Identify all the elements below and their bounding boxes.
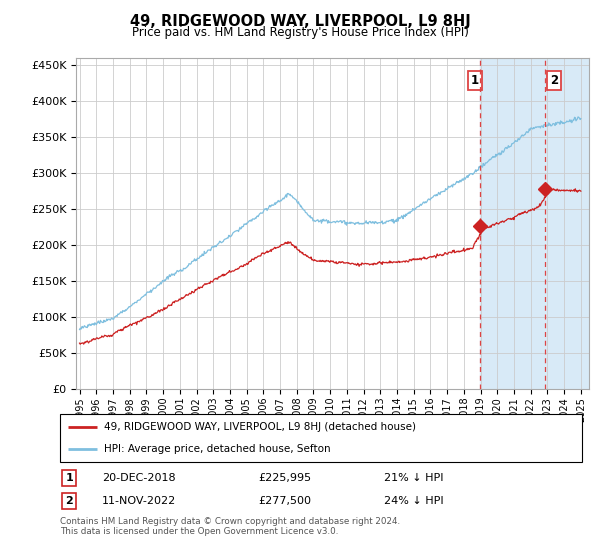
Text: 49, RIDGEWOOD WAY, LIVERPOOL, L9 8HJ (detached house): 49, RIDGEWOOD WAY, LIVERPOOL, L9 8HJ (de…	[104, 422, 416, 432]
Text: 20-DEC-2018: 20-DEC-2018	[102, 473, 175, 483]
Text: £225,995: £225,995	[259, 473, 311, 483]
Text: Price paid vs. HM Land Registry's House Price Index (HPI): Price paid vs. HM Land Registry's House …	[131, 26, 469, 39]
Text: 2: 2	[550, 74, 559, 87]
Text: 49, RIDGEWOOD WAY, LIVERPOOL, L9 8HJ: 49, RIDGEWOOD WAY, LIVERPOOL, L9 8HJ	[130, 14, 470, 29]
Text: 11-NOV-2022: 11-NOV-2022	[102, 496, 176, 506]
Text: 1: 1	[471, 74, 479, 87]
Text: 21% ↓ HPI: 21% ↓ HPI	[383, 473, 443, 483]
Text: Contains HM Land Registry data © Crown copyright and database right 2024.
This d: Contains HM Land Registry data © Crown c…	[60, 517, 400, 536]
Text: 2: 2	[65, 496, 73, 506]
Text: 24% ↓ HPI: 24% ↓ HPI	[383, 496, 443, 506]
Text: £277,500: £277,500	[259, 496, 311, 506]
FancyBboxPatch shape	[60, 414, 582, 462]
Text: 1: 1	[65, 473, 73, 483]
Bar	[480, 58, 600, 389]
Text: HPI: Average price, detached house, Sefton: HPI: Average price, detached house, Seft…	[104, 444, 331, 454]
